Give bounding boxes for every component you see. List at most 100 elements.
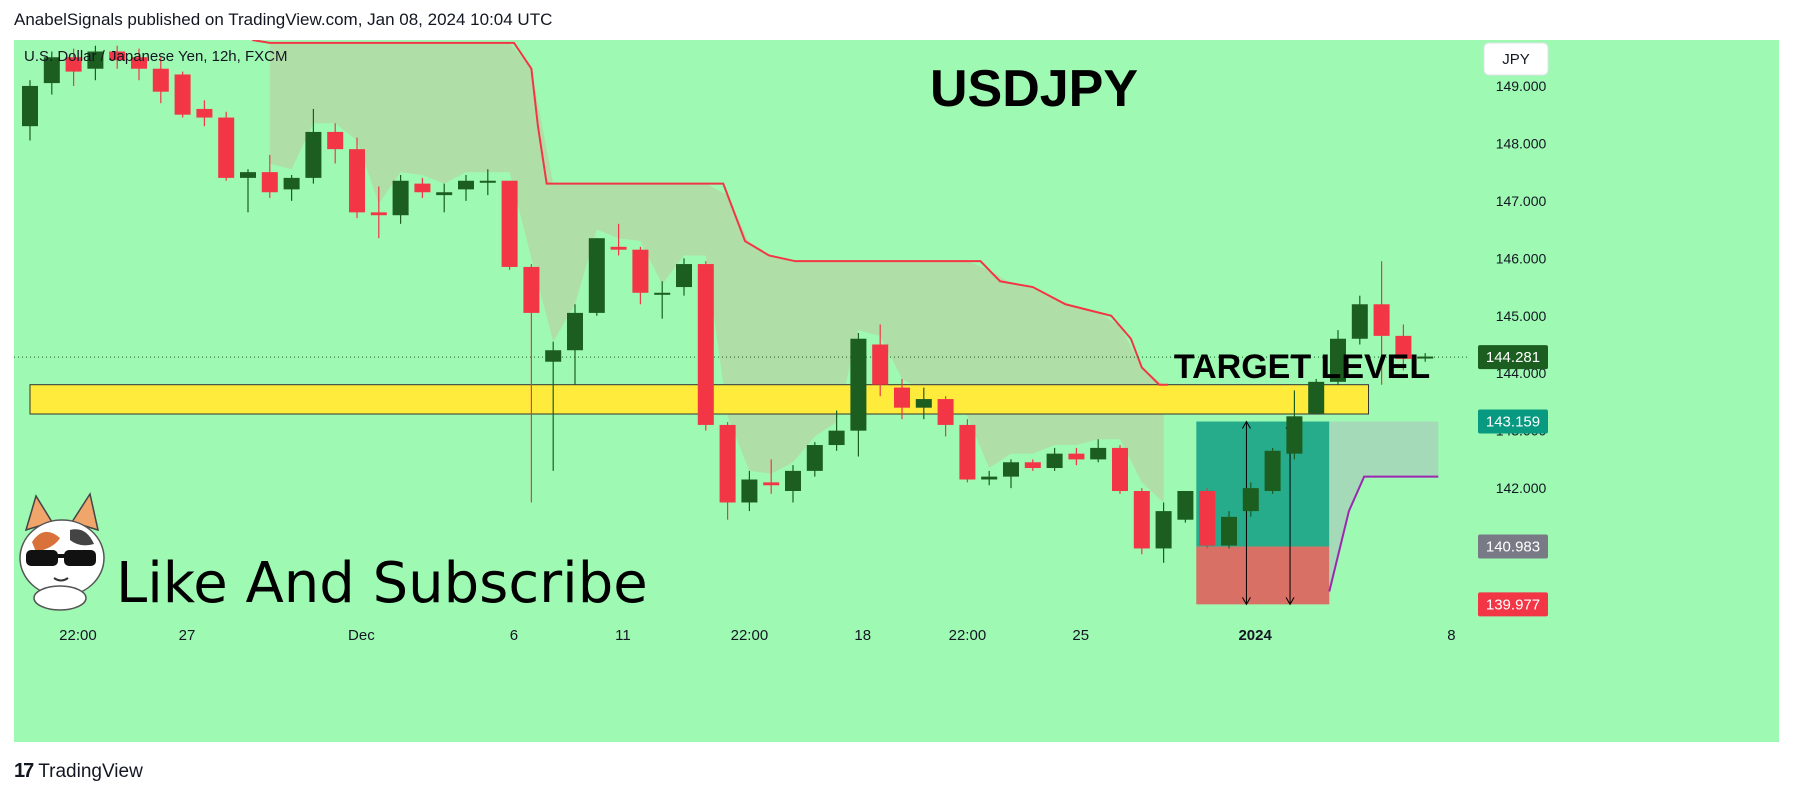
candle-body-30 [676,264,692,288]
candlestick-chart[interactable]: 149.000 148.000 147.000 146.000 145.000 144.0… [14,40,1779,742]
x-tick-1: 27 [179,627,196,644]
candle-body-34 [763,482,780,486]
like-subscribe-text: Like And Subscribe [116,551,648,616]
mascot-cat-icon [19,492,105,611]
y-tick-4: 145.000 [1496,308,1547,324]
candle-body-15 [349,149,365,213]
candle-body-4 [109,51,126,61]
x-tick-2: Dec [348,627,375,644]
candle-body-13 [305,131,322,178]
x-tick-0: 22:00 [59,627,97,644]
candle-body-53 [1177,490,1194,520]
resistance-line [252,40,1168,386]
y-tick-7: 142.000 [1496,480,1547,496]
candle-body-35 [785,470,801,491]
y-tick-2: 147.000 [1496,193,1547,209]
candle-body-42 [937,399,954,425]
candle-body-58 [1286,416,1303,454]
candle-body-50 [1112,447,1128,491]
y-tick-5: 144.000 [1496,365,1547,381]
candle-body-25 [567,312,583,351]
candle-body-1 [43,57,60,84]
candle-body-49 [1090,447,1107,460]
overlay-text: U.S. Dollar / Japanese Yen, 12h, FXCM US… [24,48,1430,616]
candle-body-61 [1351,304,1368,339]
chart-area[interactable]: 149.000 148.000 147.000 146.000 145.000 144.0… [14,40,1779,742]
candle-body-22 [501,180,518,267]
candle-body-20 [458,180,474,190]
candle-body-55 [1221,516,1237,546]
candle-body-0 [22,85,38,127]
candle-body-6 [152,68,169,92]
candle-body-5 [131,57,147,69]
measure-arrow-head-down-0 [1242,597,1251,606]
axes: 149.000 148.000 147.000 146.000 145.000 144.0… [59,78,1548,644]
x-tick-7: 22:00 [949,627,987,644]
candle-body-2 [65,57,82,72]
candle-body-43 [959,424,976,480]
long-position-profit [1196,421,1330,547]
candle-body-51 [1133,490,1150,549]
footer: 17 TradingView [14,760,143,783]
projection-area [1329,421,1439,592]
y-tick-0: 149.000 [1496,78,1547,94]
candle-body-12 [283,177,300,190]
candle-body-27 [610,246,627,250]
candle-body-62 [1373,304,1390,336]
candle-body-14 [327,131,344,150]
currency-button-label: JPY [1502,51,1530,68]
price-label-0: 144.281 [1486,349,1540,366]
candle-body-40 [894,387,910,408]
symbol-line: U.S. Dollar / Japanese Yen, 12h, FXCM [24,48,287,65]
footer-brand[interactable]: TradingView [38,760,143,782]
price-label-bg-2 [1478,534,1548,559]
candle-body-21 [479,180,496,183]
candle-body-36 [806,445,823,471]
price-label-bg-0 [1478,345,1548,370]
x-tick-3: 6 [510,627,518,644]
candle-body-59 [1308,381,1325,414]
long-position-stop [1196,546,1330,605]
candle-body-26 [588,238,605,313]
candle-body-23 [523,266,540,313]
candles [22,45,1434,563]
currency-button[interactable]: JPY [1483,42,1549,76]
measure-arrow-head-down-1 [1285,597,1295,606]
candle-body-33 [741,479,758,503]
candle-body-47 [1046,453,1063,469]
publisher-line: AnabelSignals published on TradingView.c… [14,10,553,29]
candle-body-29 [654,292,671,295]
candle-body-39 [872,344,889,385]
candle-body-46 [1024,462,1041,469]
candle-body-10 [240,172,256,178]
candle-body-37 [828,430,845,446]
candle-body-44 [981,476,998,480]
candle-body-45 [1003,462,1019,477]
price-label-2: 140.983 [1486,539,1540,556]
candle-body-41 [915,399,932,408]
x-tick-10: 8 [1447,627,1455,644]
candle-body-24 [545,350,562,362]
candle-body-28 [632,249,649,293]
candle-body-8 [196,108,213,118]
candle-body-16 [370,212,387,216]
candle-body-31 [697,264,714,425]
y-tick-3: 146.000 [1496,250,1547,266]
measure-arrow-head-up-0 [1242,420,1251,429]
candle-body-52 [1155,511,1172,549]
candle-body-38 [850,338,867,431]
candle-body-19 [436,192,453,196]
x-tick-8: 25 [1072,627,1089,644]
candle-body-17 [392,180,409,216]
candle-body-9 [218,117,235,178]
tradingview-logo-icon: 17 [14,760,34,782]
support-line [1328,475,1439,592]
price-label-bg-3 [1478,592,1548,617]
target-level-label: TARGET LEVEL [1174,348,1430,386]
y-tick-1: 148.000 [1496,135,1547,151]
x-tick-5: 22:00 [731,627,769,644]
candle-body-64 [1417,356,1434,359]
candle-body-54 [1199,490,1216,546]
candle-body-3 [87,51,104,69]
candle-body-48 [1068,453,1085,460]
